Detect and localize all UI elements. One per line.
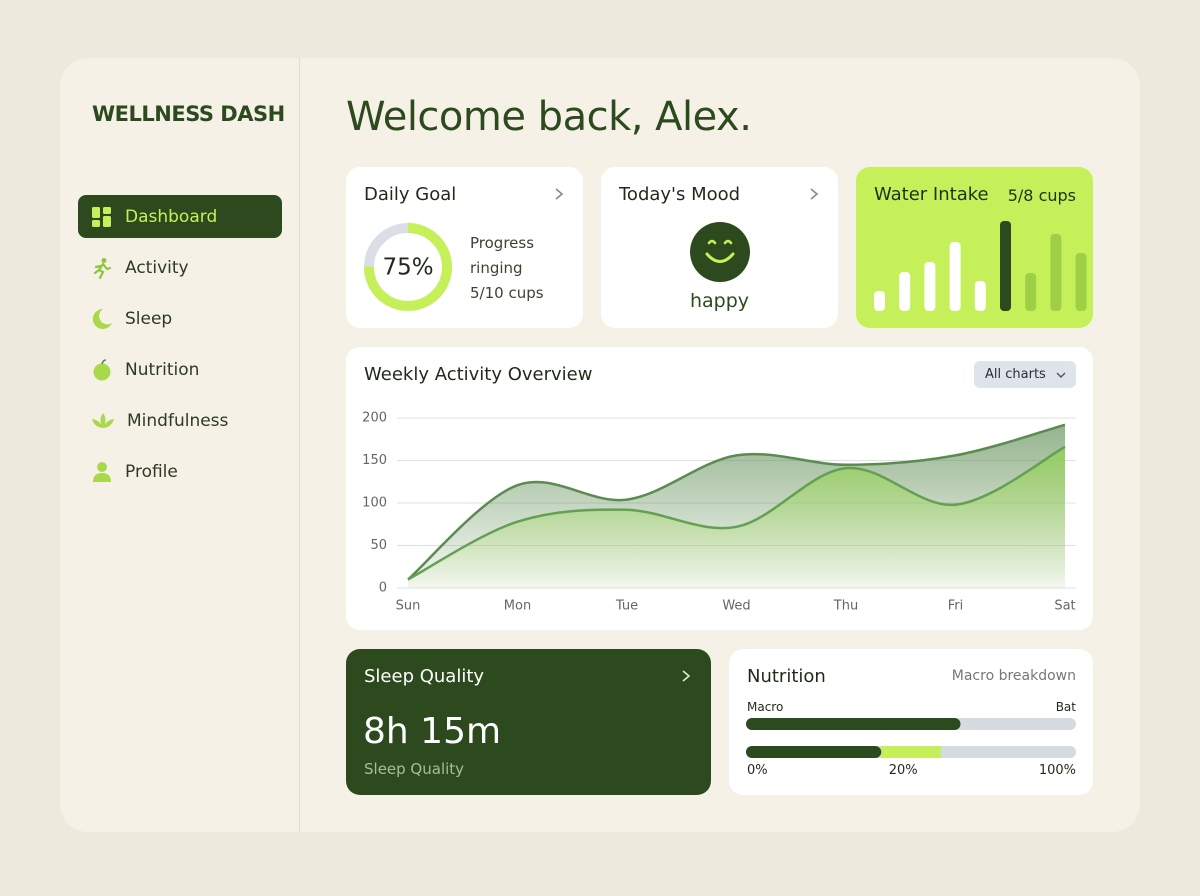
nav-item[interactable]: Sleep <box>78 297 282 340</box>
water-bar <box>924 262 936 311</box>
scale-labels: 0% 20% 100% <box>747 763 1076 778</box>
daily-goal-card[interactable]: Daily Goal 75% Progress ringing 5/10 cup… <box>346 167 583 328</box>
scale-label: 100% <box>1038 763 1076 778</box>
chevron <box>682 670 691 682</box>
mood-card[interactable]: Today's Mood happy <box>601 167 838 328</box>
water-bar <box>974 281 986 311</box>
nav-label: Activity <box>125 257 189 278</box>
nutrition-card[interactable]: Nutrition Macro breakdown Macro Bat 0% 2… <box>729 649 1093 795</box>
icon <box>92 206 111 227</box>
sidebar-divider <box>299 58 300 832</box>
x-tick-label: Mon <box>504 599 531 614</box>
nav-label: Nutrition <box>125 359 200 380</box>
nav-label: Dashboard <box>125 206 218 227</box>
activity-card: Weekly Activity Overview All charts 0 50 1… <box>346 347 1093 630</box>
icon <box>92 412 114 428</box>
chart-dropdown[interactable]: All charts <box>974 361 1076 388</box>
y-tick-label: 150 <box>362 453 387 468</box>
icon <box>93 257 112 279</box>
icon <box>93 358 111 380</box>
x-tick-label: Sat <box>1054 599 1075 614</box>
scale-label: 20% <box>888 763 918 778</box>
bar-label: Bat <box>1055 700 1076 714</box>
x-tick-label: Sun <box>396 599 421 614</box>
x-tick-label: Wed <box>722 599 750 614</box>
water-bar <box>1075 253 1087 311</box>
nav-item[interactable]: Mindfulness <box>78 399 282 442</box>
water-bar <box>899 272 911 311</box>
series-line <box>407 445 1066 581</box>
goal-text: Progress ringing 5/10 cups <box>470 231 544 306</box>
chevron <box>555 188 564 200</box>
macro-segment <box>746 746 882 758</box>
card-title: Water Intake <box>874 184 989 205</box>
card-title: Today's Mood <box>619 184 741 205</box>
card-title: Daily Goal <box>364 184 457 205</box>
series-line <box>407 423 1066 581</box>
water-bar <box>874 291 885 311</box>
chevron <box>810 188 819 200</box>
nav-label: Profile <box>125 461 178 482</box>
icon <box>93 461 111 482</box>
mood-face <box>690 222 750 282</box>
macro-bar <box>746 718 961 730</box>
nav-item[interactable]: Profile <box>78 450 282 493</box>
card-title: Sleep Quality <box>364 666 485 687</box>
brand: WELLNESS DASH <box>92 102 285 126</box>
progress-ring: 75% <box>364 223 452 311</box>
nav-item[interactable]: Nutrition <box>78 348 282 391</box>
x-tick-label: Fri <box>948 599 964 614</box>
water-bar <box>1000 221 1011 311</box>
progress-label: 75% <box>382 255 433 281</box>
y-tick-label: 200 <box>362 411 387 426</box>
ring-progress <box>364 223 452 311</box>
scale-label: 0% <box>747 763 768 778</box>
x-tick-label: Thu <box>833 599 858 614</box>
y-tick-label: 50 <box>370 538 387 553</box>
sleep-caption: Sleep Quality <box>364 760 465 778</box>
bar-label: Macro <box>747 700 784 714</box>
chart-title: Weekly Activity Overview <box>364 364 593 385</box>
nav-label: Mindfulness <box>127 410 229 431</box>
water-chart <box>874 221 1087 311</box>
water-bar <box>1025 273 1037 311</box>
sleep-value: 8h 15m <box>363 711 502 752</box>
page-title: Welcome back, Alex. <box>346 94 752 140</box>
icon <box>92 308 112 329</box>
nav-item[interactable]: Dashboard <box>78 195 282 238</box>
water-bar <box>1050 234 1062 311</box>
y-tick-label: 100 <box>362 496 387 511</box>
macro-segment <box>881 746 941 758</box>
goal-line: 5/10 cups <box>470 284 544 302</box>
chevron <box>1056 372 1066 378</box>
nav-item[interactable]: Activity <box>78 246 282 289</box>
water-bar <box>949 242 961 311</box>
card-title: Nutrition <box>747 666 826 687</box>
x-tick-label: Tue <box>615 599 638 614</box>
nutrition-bars <box>746 718 1076 758</box>
activity-chart: 0 50 100 150 200 Sun Mon Tue Wed Thu Fri Sat <box>362 411 1076 614</box>
mood-label: happy <box>689 290 750 312</box>
water-card[interactable]: Water Intake 5/8 cups <box>856 167 1093 328</box>
nav-label: Sleep <box>125 308 173 329</box>
card-subtitle: Macro breakdown <box>951 668 1076 684</box>
sleep-card[interactable]: Sleep Quality 8h 15m Sleep Quality <box>346 649 711 795</box>
goal-line: ringing <box>470 259 523 277</box>
area-fill <box>408 446 1065 588</box>
water-summary: 5/8 cups <box>1007 186 1076 205</box>
dropdown-label: All charts <box>985 367 1046 382</box>
goal-line: Progress <box>470 234 535 252</box>
y-tick-label: 0 <box>379 581 387 596</box>
